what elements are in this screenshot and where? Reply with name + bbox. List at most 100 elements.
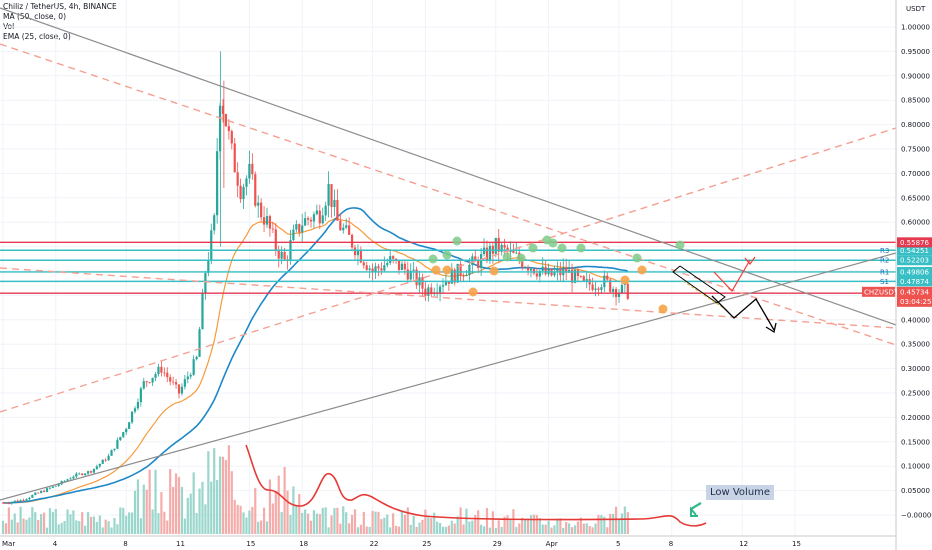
candle-body bbox=[447, 280, 450, 284]
volume-bar bbox=[180, 486, 184, 534]
volume-bar bbox=[169, 469, 172, 534]
candle-body bbox=[620, 284, 624, 293]
trendline-ascending bbox=[0, 252, 897, 501]
volume-bar bbox=[262, 507, 266, 534]
volume-bar bbox=[544, 524, 547, 534]
volume-bar bbox=[424, 509, 427, 534]
volume-bar bbox=[224, 459, 228, 534]
candle-body bbox=[25, 499, 28, 501]
candle-body bbox=[380, 268, 383, 271]
candle-body bbox=[271, 228, 274, 230]
low-volume-arrow bbox=[690, 502, 702, 510]
candle-body bbox=[383, 265, 386, 271]
candle-body bbox=[585, 279, 588, 281]
volume-bar bbox=[1, 520, 5, 534]
volume-bar bbox=[13, 513, 16, 534]
level-label: R2 bbox=[880, 257, 889, 265]
volume-bar bbox=[321, 507, 324, 534]
candle-body bbox=[16, 500, 19, 502]
volume-bar bbox=[133, 490, 137, 534]
x-tick-label: Mar bbox=[2, 540, 15, 548]
volume-bar bbox=[380, 519, 383, 534]
candle-body bbox=[374, 266, 377, 272]
volume-bar bbox=[213, 448, 216, 534]
volume-bar bbox=[101, 527, 104, 534]
level-price-tag-bg bbox=[897, 255, 932, 266]
candle-body bbox=[386, 262, 389, 266]
low-volume-note[interactable]: Low Volume bbox=[706, 485, 775, 500]
candle-body bbox=[394, 258, 398, 260]
orange-marker bbox=[442, 265, 452, 275]
legend-ema[interactable]: EMA (25, close, 0) bbox=[3, 32, 71, 41]
candle-body bbox=[57, 484, 60, 486]
candle-body bbox=[280, 251, 283, 259]
volume-bar bbox=[573, 525, 577, 534]
candle-body bbox=[324, 205, 327, 216]
volume-bar bbox=[136, 479, 140, 534]
candle-body bbox=[192, 359, 195, 375]
volume-bar bbox=[122, 507, 125, 534]
candle-body bbox=[348, 225, 351, 235]
candle-body bbox=[524, 267, 527, 269]
candle-body bbox=[477, 259, 480, 269]
volume-bar bbox=[403, 514, 406, 534]
candle-body bbox=[617, 292, 621, 297]
candle-body bbox=[277, 249, 280, 259]
volume-bar bbox=[16, 522, 19, 534]
volume-bar bbox=[45, 527, 49, 534]
candle-body bbox=[345, 225, 348, 228]
x-tick-label: Apr bbox=[546, 540, 558, 548]
candle-body bbox=[339, 220, 342, 231]
green-marker bbox=[516, 253, 526, 263]
candle-body bbox=[397, 259, 401, 270]
volume-bar bbox=[207, 451, 210, 534]
volume-bar bbox=[400, 511, 404, 534]
volume-bar bbox=[430, 518, 433, 534]
candle-body bbox=[136, 402, 140, 409]
volume-bar bbox=[485, 508, 489, 534]
volume-bar bbox=[450, 520, 453, 534]
candle-body bbox=[42, 490, 46, 492]
legend-ma[interactable]: MA (50, close, 0) bbox=[3, 12, 67, 21]
volume-bar bbox=[60, 522, 63, 534]
volume-bar bbox=[526, 518, 530, 534]
candle-body bbox=[400, 263, 404, 270]
candle-body bbox=[309, 219, 313, 222]
y-tick-label: 0.60000 bbox=[901, 219, 930, 227]
volume-bar bbox=[107, 521, 110, 534]
volume-bar bbox=[594, 523, 597, 534]
x-tick-label: 12 bbox=[739, 540, 748, 548]
volume-bar bbox=[292, 486, 295, 534]
candle-body bbox=[283, 251, 286, 260]
volume-bar bbox=[277, 475, 280, 534]
volume-bar bbox=[239, 505, 242, 534]
volume-bar bbox=[433, 512, 436, 534]
volume-bar bbox=[151, 509, 154, 534]
candle-body bbox=[116, 440, 119, 449]
candle-body bbox=[113, 448, 116, 451]
volume-bar bbox=[7, 507, 10, 534]
volume-bar bbox=[477, 510, 480, 534]
volume-bar bbox=[89, 516, 93, 534]
candle-body bbox=[169, 377, 172, 382]
legend-symbol[interactable]: Chiliz / TetherUS, 4h, BINANCE bbox=[3, 2, 117, 11]
volume-bar bbox=[348, 523, 351, 534]
volume-bar bbox=[19, 506, 22, 534]
candle-body bbox=[98, 463, 101, 467]
level-label: S1 bbox=[880, 278, 889, 286]
candle-body bbox=[403, 263, 406, 270]
drawings: R3 R2 R1 S1 bbox=[0, 7, 897, 527]
candle-body bbox=[453, 269, 456, 283]
x-tick-label: 8 bbox=[123, 540, 127, 548]
volume-bar bbox=[623, 506, 626, 534]
candle-body bbox=[236, 172, 239, 186]
volume-bar bbox=[189, 493, 192, 534]
volume-bar bbox=[248, 510, 251, 534]
volume-bar bbox=[254, 487, 257, 534]
trendline-descending bbox=[0, 7, 897, 326]
volume-trend-curve bbox=[245, 444, 707, 527]
candle-body bbox=[541, 266, 544, 271]
green-marker bbox=[576, 243, 586, 253]
candle-body bbox=[529, 268, 533, 271]
